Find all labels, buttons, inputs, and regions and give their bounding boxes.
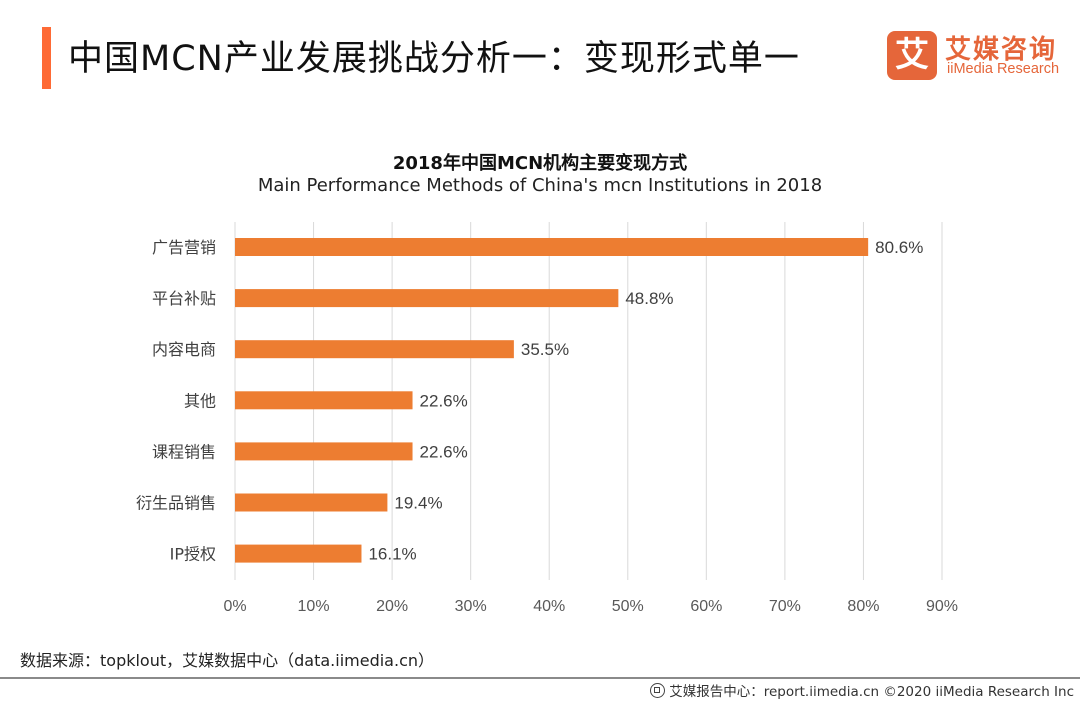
category-label: 衍生品销售 bbox=[136, 494, 216, 513]
category-label: 内容电商 bbox=[152, 340, 216, 359]
logo-icon: 艾 bbox=[887, 31, 937, 80]
x-tick-label: 40% bbox=[533, 598, 565, 615]
x-tick-label: 80% bbox=[847, 598, 879, 615]
bar bbox=[235, 391, 413, 410]
x-tick-label: 50% bbox=[612, 598, 644, 615]
bar bbox=[235, 238, 869, 256]
iimedia-logo: 艾 艾媒咨询 iiMedia Research bbox=[887, 30, 1067, 80]
logo-name-en: iiMedia Research bbox=[947, 61, 1060, 77]
footer: 艾媒报告中心：report.iimedia.cn ©2020 iiMedia R… bbox=[650, 680, 1074, 700]
logo-name-cn: 艾媒咨询 bbox=[945, 35, 1058, 65]
value-label: 48.8% bbox=[625, 289, 673, 308]
chart-subtitle: Main Performance Methods of China's mcn … bbox=[257, 175, 823, 196]
footer-text: 艾媒报告中心：report.iimedia.cn ©2020 iiMedia R… bbox=[669, 684, 1074, 700]
x-tick-label: 30% bbox=[455, 598, 487, 615]
bars bbox=[235, 238, 869, 563]
x-tick-label: 60% bbox=[690, 598, 722, 615]
globe-icon bbox=[650, 682, 666, 698]
bar bbox=[235, 289, 619, 308]
category-label: IP授权 bbox=[170, 545, 216, 564]
value-label: 35.5% bbox=[521, 340, 569, 359]
x-tick-label: 20% bbox=[376, 598, 408, 615]
bar bbox=[235, 340, 514, 359]
gridlines bbox=[234, 222, 943, 580]
value-label: 22.6% bbox=[420, 391, 468, 410]
data-source: 数据来源：topklout，艾媒数据中心（data.iimedia.cn） bbox=[20, 651, 435, 670]
x-axis-tick-labels: 0% 10% 20% 30% 40% 50% 60% 70% 80% 90% bbox=[223, 598, 958, 615]
bar bbox=[235, 544, 362, 563]
footer-divider bbox=[0, 677, 1080, 679]
category-label: 广告营销 bbox=[152, 238, 216, 257]
x-tick-label: 10% bbox=[298, 598, 330, 615]
category-label: 课程销售 bbox=[152, 442, 216, 461]
page-title: 中国MCN产业发展挑战分析一：变现形式单一 bbox=[68, 39, 800, 79]
x-tick-label: 0% bbox=[223, 598, 246, 615]
bar bbox=[235, 493, 388, 512]
x-tick-label: 70% bbox=[769, 598, 801, 615]
value-label: 19.4% bbox=[394, 494, 442, 513]
x-tick-label: 90% bbox=[926, 598, 958, 615]
value-label: 16.1% bbox=[368, 545, 416, 564]
bar bbox=[235, 442, 413, 461]
chart-title: 2018年中国MCN机构主要变现方式 bbox=[392, 153, 688, 174]
value-labels: 80.6% 48.8% 35.5% 22.6% 22.6% 19.4% 16.1% bbox=[368, 238, 923, 564]
value-label: 22.6% bbox=[420, 442, 468, 461]
category-label: 其他 bbox=[184, 391, 216, 410]
value-label: 80.6% bbox=[875, 238, 923, 257]
category-label: 平台补贴 bbox=[152, 289, 216, 308]
title-accent-bar bbox=[42, 27, 51, 89]
